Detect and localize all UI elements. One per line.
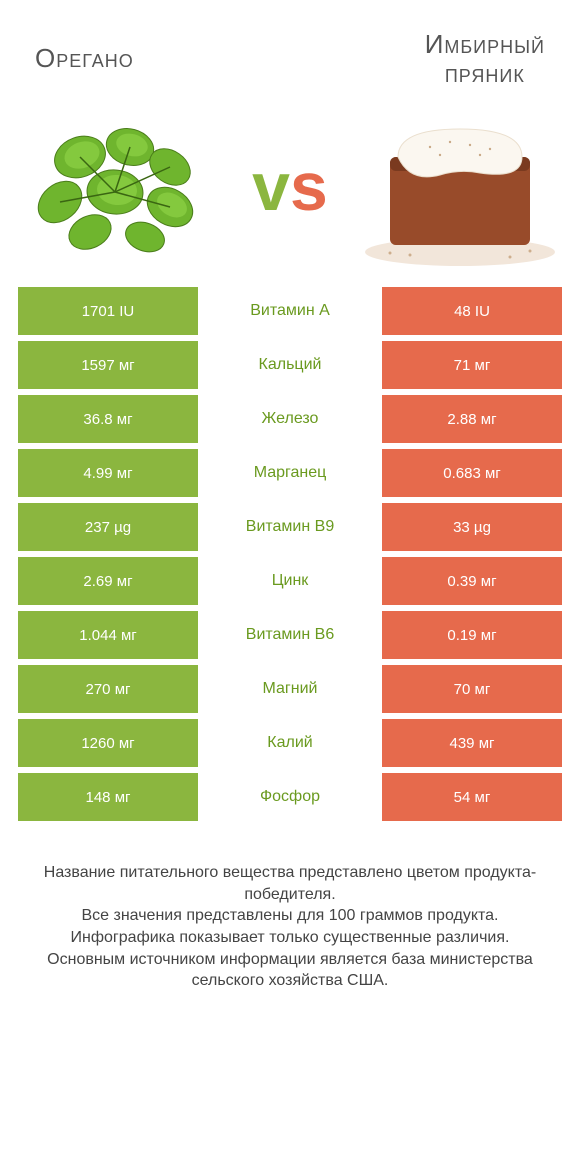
nutrient-label: Витамин A	[198, 287, 382, 335]
value-right: 0.39 мг	[382, 557, 562, 605]
gingerbread-image	[360, 107, 560, 267]
gingerbread-icon	[360, 107, 560, 267]
nutrient-label: Магний	[198, 665, 382, 713]
value-left: 1260 мг	[18, 719, 198, 767]
value-right: 70 мг	[382, 665, 562, 713]
vs-v: v	[252, 153, 290, 221]
comparison-table: 1701 IUВитамин A48 IU 1597 мгКальций71 мг…	[0, 287, 580, 821]
table-row: 270 мгМагний70 мг	[18, 665, 562, 713]
images-row: vs	[0, 97, 580, 287]
value-left: 148 мг	[18, 773, 198, 821]
vs-s: s	[290, 153, 328, 221]
vs-label: vs	[252, 153, 328, 221]
oregano-image	[20, 107, 220, 267]
value-left: 4.99 мг	[18, 449, 198, 497]
value-left: 237 µg	[18, 503, 198, 551]
header: Oрегано Имбирный пряник	[0, 0, 580, 97]
infographic-container: Oрегано Имбирный пряник	[0, 0, 580, 992]
footer: Название питательного вещества представл…	[0, 827, 580, 992]
title-right: Имбирный пряник	[425, 30, 545, 87]
value-left: 36.8 мг	[18, 395, 198, 443]
table-row: 1701 IUВитамин A48 IU	[18, 287, 562, 335]
nutrient-label: Марганец	[198, 449, 382, 497]
footer-line3: Инфографика показывает только существенн…	[30, 927, 550, 949]
nutrient-label: Цинк	[198, 557, 382, 605]
nutrient-label: Кальций	[198, 341, 382, 389]
table-row: 1260 мгКалий439 мг	[18, 719, 562, 767]
value-right: 2.88 мг	[382, 395, 562, 443]
nutrient-label: Витамин B9	[198, 503, 382, 551]
table-row: 237 µgВитамин B933 µg	[18, 503, 562, 551]
value-left: 1597 мг	[18, 341, 198, 389]
value-right: 71 мг	[382, 341, 562, 389]
value-right: 33 µg	[382, 503, 562, 551]
value-right: 0.19 мг	[382, 611, 562, 659]
value-right: 439 мг	[382, 719, 562, 767]
nutrient-label: Фосфор	[198, 773, 382, 821]
oregano-icon	[20, 107, 220, 267]
nutrient-label: Железо	[198, 395, 382, 443]
value-right: 0.683 мг	[382, 449, 562, 497]
footer-line1: Название питательного вещества представл…	[30, 862, 550, 905]
footer-line4: Основным источником информации является …	[30, 949, 550, 992]
table-row: 1.044 мгВитамин B60.19 мг	[18, 611, 562, 659]
value-right: 54 мг	[382, 773, 562, 821]
value-left: 1.044 мг	[18, 611, 198, 659]
table-row: 1597 мгКальций71 мг	[18, 341, 562, 389]
nutrient-label: Калий	[198, 719, 382, 767]
value-left: 1701 IU	[18, 287, 198, 335]
table-row: 36.8 мгЖелезо2.88 мг	[18, 395, 562, 443]
value-left: 270 мг	[18, 665, 198, 713]
footer-line2: Все значения представлены для 100 граммо…	[30, 905, 550, 927]
table-row: 2.69 мгЦинк0.39 мг	[18, 557, 562, 605]
table-row: 4.99 мгМарганец0.683 мг	[18, 449, 562, 497]
value-left: 2.69 мг	[18, 557, 198, 605]
table-row: 148 мгФосфор54 мг	[18, 773, 562, 821]
title-left: Oрегано	[35, 43, 134, 74]
value-right: 48 IU	[382, 287, 562, 335]
nutrient-label: Витамин B6	[198, 611, 382, 659]
